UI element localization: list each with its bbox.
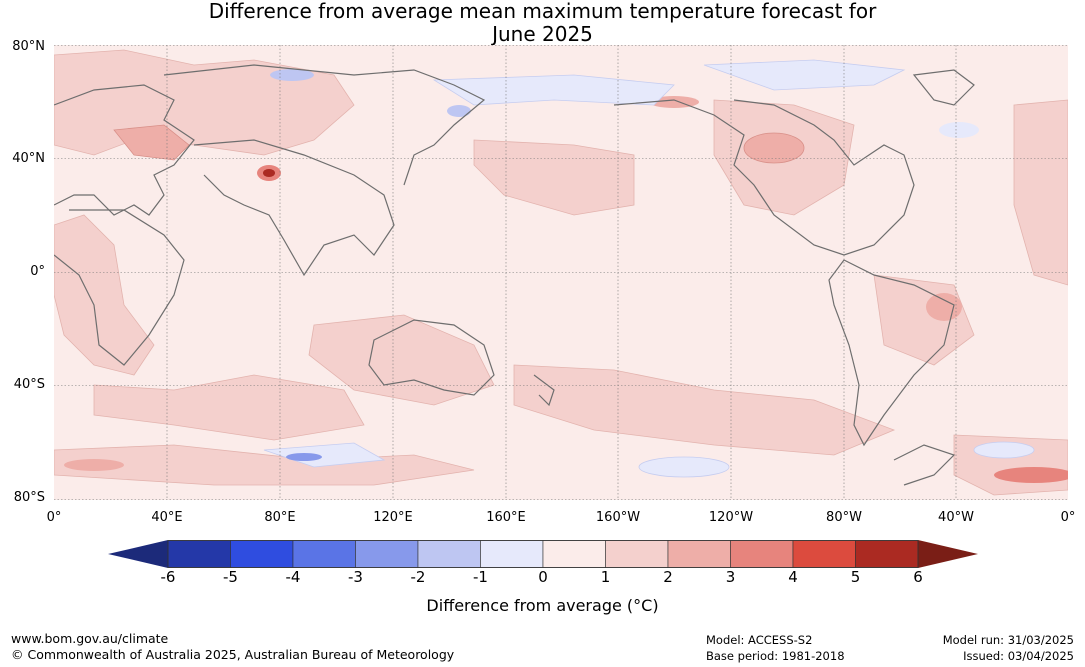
footer-base-period: Base period: 1981-2018 — [706, 649, 845, 663]
colorbar-tick: 0 — [538, 568, 548, 586]
spot-kara-sea — [270, 69, 314, 81]
colorbar-high-extend — [918, 540, 978, 568]
lat-label-40n: 40°N — [12, 151, 45, 166]
colorbar-tick: 5 — [850, 568, 861, 586]
map-title: Difference from average mean maximum tem… — [0, 0, 1085, 46]
footer-url[interactable]: www.bom.gov.au/climate — [11, 631, 169, 646]
footer-model-run: Model run: 31/03/2025 — [942, 633, 1074, 647]
spot-greenland-cool — [939, 122, 979, 138]
spot-arctic-siberia — [432, 74, 675, 106]
colorbar-cell — [355, 540, 419, 568]
map-graphic — [54, 45, 1068, 500]
colorbar-low-extend — [108, 540, 168, 568]
title-line-1: Difference from average mean maximum tem… — [208, 0, 877, 23]
colorbar-tick: 6 — [913, 568, 923, 586]
lat-label-40s: 40°S — [13, 377, 45, 392]
lon-label-160e: 160°E — [486, 510, 526, 525]
colorbar-cell — [417, 540, 481, 568]
region-south-pacific — [513, 364, 896, 456]
region-south-indian — [93, 374, 365, 441]
colorbar-tick: 4 — [788, 568, 798, 586]
colorbar-cell — [292, 540, 356, 568]
region-africa — [54, 214, 155, 376]
coast-antarctic-peninsula — [893, 444, 956, 486]
anomaly-warm-spots — [64, 96, 1068, 483]
colorbar-tick: 2 — [663, 568, 673, 586]
footer-model-info: Model: ACCESS-S2 Base period: 1981-2018 — [706, 632, 845, 664]
colorbar-label-text: Difference from average ( — [426, 596, 634, 615]
spot-southern-indian-cool — [263, 442, 386, 468]
region-south-america — [873, 274, 975, 366]
colorbar-tick: -4 — [285, 568, 301, 586]
coast-south-america — [828, 259, 955, 447]
region-eurasia-west — [54, 49, 355, 156]
colorbar-cell — [480, 540, 544, 568]
coast-australia — [368, 319, 495, 396]
colorbar-label: Difference from average (°C) — [426, 596, 659, 615]
spot-south-pacific-cool — [638, 456, 730, 478]
colorbar-cell — [230, 540, 294, 568]
colorbar-cells — [167, 540, 919, 568]
anomaly-cool-spots — [263, 59, 1035, 478]
lat-label-80s: 80°S — [13, 490, 45, 505]
colorbar-cell — [667, 540, 731, 568]
lon-label-40w: 40°W — [938, 510, 974, 525]
colorbar-cell — [855, 540, 919, 568]
colorbar-cell — [167, 540, 231, 568]
lat-label-80n: 80°N — [12, 39, 45, 54]
colorbar-cell — [605, 540, 669, 568]
coast-greenland — [912, 69, 975, 106]
colorbar-tick: -6 — [160, 568, 176, 586]
colorbar-cell — [730, 540, 794, 568]
lat-label-0: 0° — [30, 264, 45, 279]
footer-copyright: © Commonwealth of Australia 2025, Austra… — [11, 647, 455, 662]
spot-north-america — [743, 132, 805, 164]
lon-label-0-east: 0° — [1060, 510, 1076, 525]
graticule — [54, 45, 1068, 500]
lon-label-120w: 120°W — [708, 510, 754, 525]
footer-issued: Issued: 03/04/2025 — [963, 649, 1074, 663]
colorbar-outline — [167, 540, 919, 568]
lon-label-80e: 80°E — [264, 510, 296, 525]
footer-left: www.bom.gov.au/climate © Commonwealth of… — [11, 631, 454, 663]
spot-southern-indian-core — [286, 453, 322, 461]
colorbar-tick: -1 — [473, 568, 488, 586]
coast-asia-south — [193, 139, 395, 277]
region-east-atlantic — [1013, 99, 1068, 286]
coast-africa — [54, 209, 185, 366]
spot-brazil — [926, 293, 962, 321]
region-southern-ocean — [54, 444, 475, 486]
spot-south-atlantic — [994, 467, 1068, 483]
spot-southern-ocean — [64, 459, 124, 471]
spot-eastern-europe — [113, 124, 190, 161]
colorbar — [108, 540, 978, 568]
coast-north-america — [613, 99, 915, 256]
footer-model: Model: ACCESS-S2 — [706, 633, 813, 647]
spot-central-asia-core — [263, 169, 275, 177]
lon-label-80w: 80°W — [826, 510, 862, 525]
coast-new-zealand — [533, 374, 555, 407]
colorbar-label-unit: °C — [633, 596, 653, 615]
lon-label-40e: 40°E — [151, 510, 183, 525]
colorbar-cell — [792, 540, 856, 568]
colorbar-cell — [542, 540, 606, 568]
spot-south-atlantic-cool — [973, 441, 1035, 459]
lon-label-160w: 160°W — [595, 510, 641, 525]
colorbar-tick: 3 — [725, 568, 736, 586]
colorbar-tick: 1 — [600, 568, 611, 586]
coast-europe — [54, 84, 195, 216]
coast-asia-north — [163, 64, 486, 186]
spot-east-siberia — [447, 105, 471, 117]
footer-run-info: Model run: 31/03/2025 Issued: 03/04/2025 — [943, 632, 1074, 664]
colorbar-tick: -5 — [223, 568, 238, 586]
region-north-pacific — [473, 139, 635, 216]
lon-label-120e: 120°E — [373, 510, 413, 525]
colorbar-tick: -2 — [410, 568, 426, 586]
coastlines — [54, 64, 975, 486]
spot-arctic-canada — [703, 59, 906, 91]
title-line-2: June 2025 — [492, 22, 593, 46]
lon-label-0-west: 0° — [46, 510, 62, 525]
colorbar-tick: -3 — [348, 568, 363, 586]
forecast-map — [54, 45, 1068, 500]
